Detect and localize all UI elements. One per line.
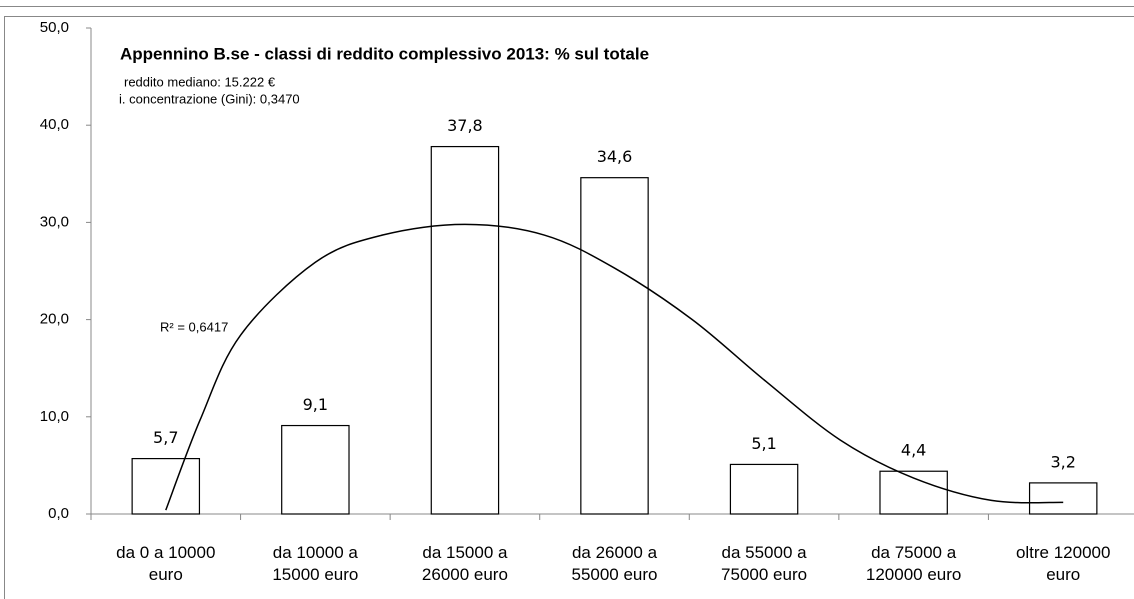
value-label: 34,6 xyxy=(597,147,633,166)
value-label: 5,1 xyxy=(751,434,776,453)
x-tick-line: oltre 120000 xyxy=(1016,543,1111,562)
bar xyxy=(281,424,350,515)
x-tick-line: euro xyxy=(149,565,183,584)
value-label: 3,2 xyxy=(1050,452,1075,471)
trend-annotation: R² = 0,6417 xyxy=(160,319,228,334)
subtitle: reddito mediano: 15.222 € xyxy=(124,74,276,89)
y-tick-label: 50,0 xyxy=(40,19,69,36)
x-tick-line: da 26000 a xyxy=(572,543,658,562)
trendline xyxy=(165,223,1064,511)
x-tick-label: da 75000 a 120000 euro xyxy=(866,543,961,584)
x-tick-label: da 26000 a 55000 euro xyxy=(571,543,657,584)
x-tick-line: da 15000 a xyxy=(422,543,508,562)
y-tick-label: 40,0 xyxy=(40,116,69,133)
x-tick-line: 15000 euro xyxy=(272,565,358,584)
x-tick-label: da 15000 a 26000 euro xyxy=(422,543,508,584)
value-label: 4,4 xyxy=(901,441,926,460)
y-tick-label: 0,0 xyxy=(48,505,69,522)
x-tick-line: 26000 euro xyxy=(422,565,508,584)
x-tick-line: 120000 euro xyxy=(866,565,961,584)
x-tick-line: 75000 euro xyxy=(721,565,807,584)
bar xyxy=(729,463,799,515)
x-tick-label: da 0 a 10000 euro xyxy=(116,543,215,584)
y-tick-label: 10,0 xyxy=(40,408,69,425)
value-label: 37,8 xyxy=(447,116,483,135)
x-tick-label: da 55000 a 75000 euro xyxy=(721,543,807,584)
x-tick-line: da 55000 a xyxy=(722,543,808,562)
value-label: 9,1 xyxy=(303,395,328,414)
y-tick-label: 30,0 xyxy=(40,213,69,230)
bar xyxy=(430,145,500,515)
x-tick-label: da 10000 a 15000 euro xyxy=(272,543,358,584)
bar xyxy=(131,457,201,515)
chart-title: Appennino B.se - classi di reddito compl… xyxy=(120,44,649,63)
y-tick-label: 20,0 xyxy=(40,311,69,328)
bar xyxy=(580,177,649,515)
subtitle: i. concentrazione (Gini): 0,3470 xyxy=(119,91,300,106)
x-tick-line: da 75000 a xyxy=(871,543,957,562)
x-tick-label: oltre 120000 euro xyxy=(1016,543,1111,584)
value-label: 5,7 xyxy=(153,428,178,447)
x-tick-line: da 0 a 10000 xyxy=(116,543,215,562)
chart-frame xyxy=(4,16,1134,599)
x-tick-line: 55000 euro xyxy=(571,565,657,584)
x-tick-line: da 10000 a xyxy=(273,543,359,562)
bar xyxy=(1028,482,1098,515)
x-tick-line: euro xyxy=(1046,565,1080,584)
